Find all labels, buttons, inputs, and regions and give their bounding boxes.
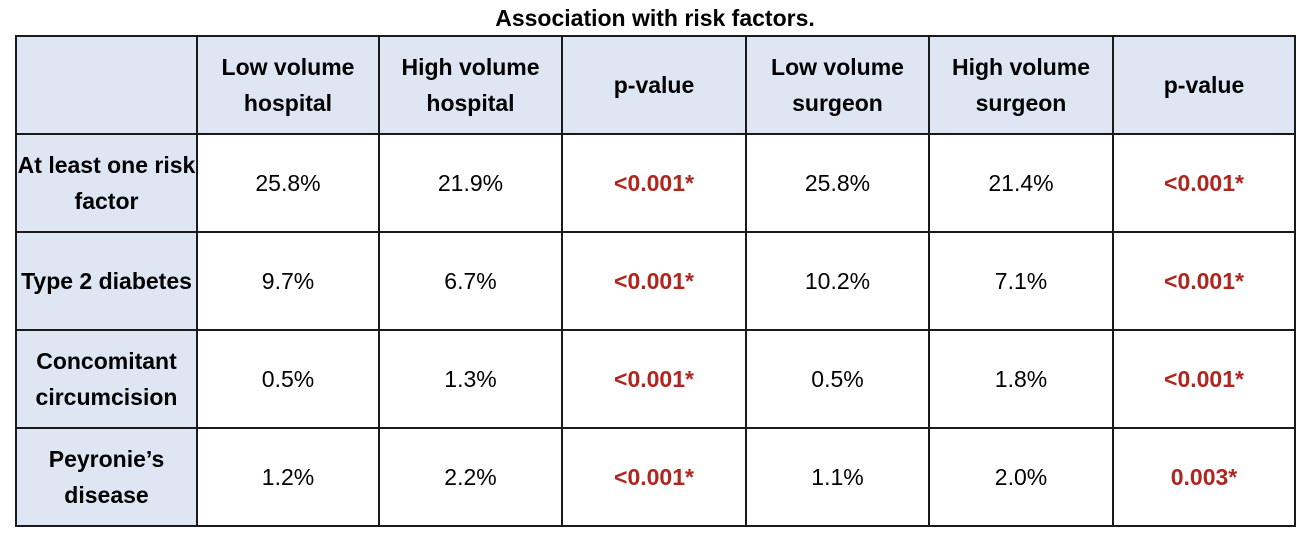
row-label: Type 2 diabetes [15, 231, 198, 331]
cell-p-value-hospital: <0.001* [561, 133, 747, 233]
table-row: Concomitant circumcision 0.5% 1.3% <0.00… [15, 329, 1296, 429]
cell-p-value-surgeon: 0.003* [1112, 427, 1296, 527]
cell-low-volume-surgeon: 0.5% [745, 329, 930, 429]
cell-p-value-hospital: <0.001* [561, 231, 747, 331]
cell-high-volume-hospital: 1.3% [378, 329, 563, 429]
table-row: At least one risk factor 25.8% 21.9% <0.… [15, 133, 1296, 233]
cell-high-volume-surgeon: 2.0% [928, 427, 1114, 527]
cell-p-value-hospital: <0.001* [561, 427, 747, 527]
table-title: Association with risk factors. [495, 5, 815, 31]
col-header-low-volume-surgeon: Low volume surgeon [745, 35, 930, 135]
col-header-p-value-surgeon: p-value [1112, 35, 1296, 135]
cell-low-volume-hospital: 25.8% [196, 133, 380, 233]
cell-high-volume-surgeon: 1.8% [928, 329, 1114, 429]
header-row: Low volume hospital High volume hospital… [15, 35, 1296, 135]
col-header-p-value-hospital: p-value [561, 35, 747, 135]
col-header-low-volume-hospital: Low volume hospital [196, 35, 380, 135]
table-row: Type 2 diabetes 9.7% 6.7% <0.001* 10.2% … [15, 231, 1296, 331]
cell-low-volume-surgeon: 10.2% [745, 231, 930, 331]
cell-high-volume-hospital: 6.7% [378, 231, 563, 331]
risk-factors-table: Low volume hospital High volume hospital… [15, 35, 1296, 527]
cell-high-volume-hospital: 2.2% [378, 427, 563, 527]
cell-p-value-surgeon: <0.001* [1112, 231, 1296, 331]
col-header-high-volume-hospital: High volume hospital [378, 35, 563, 135]
corner-header [15, 35, 198, 135]
cell-low-volume-hospital: 0.5% [196, 329, 380, 429]
cell-low-volume-surgeon: 1.1% [745, 427, 930, 527]
cell-p-value-surgeon: <0.001* [1112, 133, 1296, 233]
cell-low-volume-surgeon: 25.8% [745, 133, 930, 233]
cell-low-volume-hospital: 1.2% [196, 427, 380, 527]
cell-low-volume-hospital: 9.7% [196, 231, 380, 331]
col-header-high-volume-surgeon: High volume surgeon [928, 35, 1114, 135]
cell-p-value-hospital: <0.001* [561, 329, 747, 429]
row-label: Peyronie’s disease [15, 427, 198, 527]
cell-high-volume-surgeon: 7.1% [928, 231, 1114, 331]
table-row: Peyronie’s disease 1.2% 2.2% <0.001* 1.1… [15, 427, 1296, 527]
row-label: At least one risk factor [15, 133, 198, 233]
row-label: Concomitant circumcision [15, 329, 198, 429]
cell-high-volume-surgeon: 21.4% [928, 133, 1114, 233]
cell-high-volume-hospital: 21.9% [378, 133, 563, 233]
cell-p-value-surgeon: <0.001* [1112, 329, 1296, 429]
